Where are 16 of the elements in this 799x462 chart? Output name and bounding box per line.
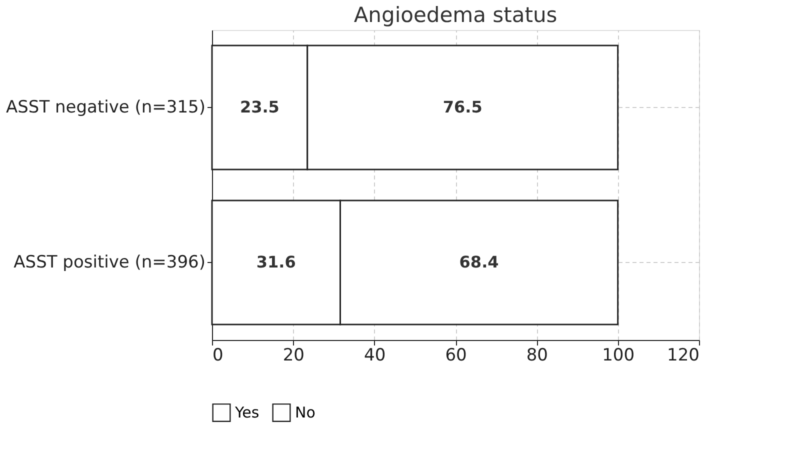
y-tick-label: ASST positive (n=396) xyxy=(14,252,206,272)
x-tick-label: 100 xyxy=(602,346,635,366)
y-tick-label: ASST negative (n=315) xyxy=(6,98,206,118)
x-tick-label: 120 xyxy=(667,346,700,366)
x-tick-label: 20 xyxy=(282,346,304,366)
legend-label: Yes xyxy=(234,404,260,422)
x-tick-label: 60 xyxy=(445,346,467,366)
legend-label: No xyxy=(295,404,316,422)
x-tick-label: 40 xyxy=(364,346,386,366)
chart-title: Angioedema status xyxy=(354,3,558,27)
x-tick-label: 80 xyxy=(526,346,548,366)
data-label: 68.4 xyxy=(459,252,499,272)
data-label: 76.5 xyxy=(442,98,482,116)
data-label: 23.5 xyxy=(240,98,280,116)
x-tick-label: 0 xyxy=(212,346,224,366)
data-label: 31.6 xyxy=(256,252,296,272)
